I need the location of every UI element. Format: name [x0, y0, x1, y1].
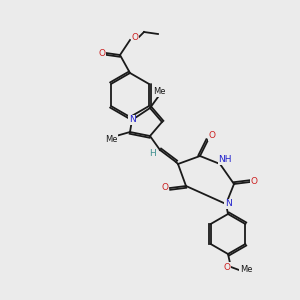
- Text: O: O: [98, 49, 106, 58]
- Text: O: O: [161, 184, 169, 193]
- Text: O: O: [208, 131, 215, 140]
- Text: O: O: [131, 34, 139, 43]
- Text: O: O: [250, 178, 257, 187]
- Text: O: O: [224, 262, 230, 272]
- Text: N: N: [129, 116, 135, 124]
- Text: Me: Me: [105, 134, 117, 143]
- Text: N: N: [225, 200, 231, 208]
- Text: NH: NH: [218, 155, 232, 164]
- Text: Me: Me: [153, 88, 165, 97]
- Text: H: H: [150, 148, 156, 158]
- Text: Me: Me: [240, 266, 252, 274]
